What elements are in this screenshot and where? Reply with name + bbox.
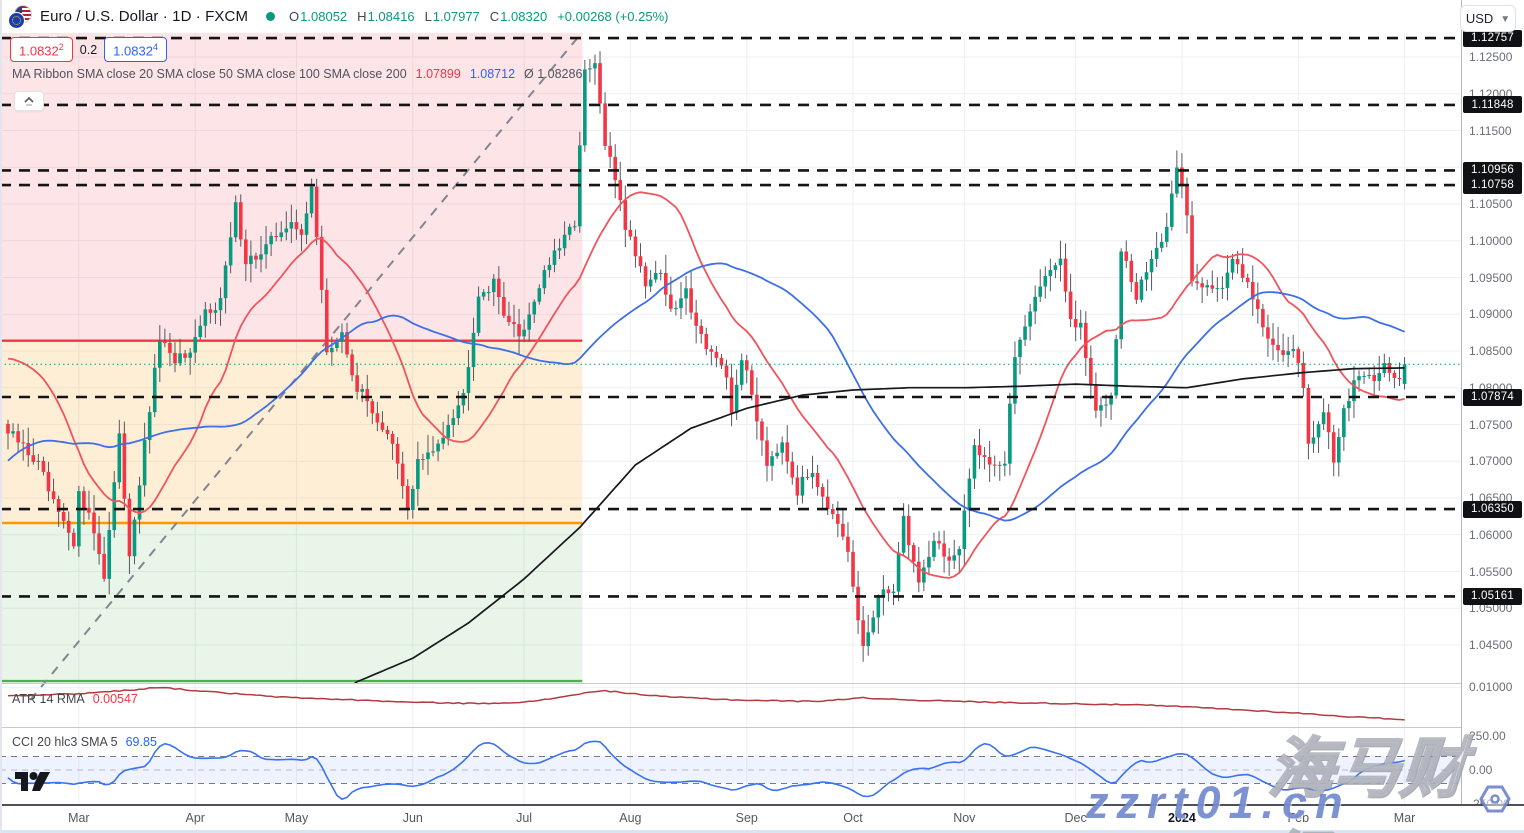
price-level-tag: 1.12757: [1463, 29, 1522, 47]
collapse-legend-button[interactable]: [14, 91, 44, 111]
blue-price-label: 1.08324: [104, 37, 167, 63]
price-tick-label: 1.10000: [1469, 233, 1513, 248]
close-value: 1.08320: [500, 9, 548, 24]
pane-separator-cci[interactable]: [0, 727, 1461, 728]
ma-ribbon-value2: 1.08712: [469, 67, 516, 81]
month-label: Jul: [516, 811, 533, 825]
symbol-title[interactable]: Euro / U.S. Dollar · 1D · FXCM: [40, 8, 249, 25]
month-label: Mar: [1393, 811, 1416, 825]
time-axis[interactable]: Mar Apr May Jun Jul Aug Sep Oct Nov Dec 2024 Feb Mar: [0, 805, 1524, 830]
ma-ribbon-average: Ø 1.08286: [524, 67, 583, 81]
range-label: 0.2: [79, 42, 98, 57]
price-level-tag: 1.11848: [1463, 96, 1522, 114]
open-value: 1.08052: [300, 9, 348, 24]
sma200-line[interactable]: [286, 367, 1405, 733]
eurusd-pair-icon[interactable]: [8, 4, 32, 29]
month-label: Nov: [953, 811, 976, 825]
cci-pane: [0, 740, 1461, 801]
price-tick-label: 1.04500: [1469, 638, 1513, 652]
price-level-tag: 1.10758: [1463, 176, 1522, 194]
chart-header: Euro / U.S. Dollar · 1D · FXCM O1.08052 …: [0, 0, 1461, 33]
candlestick-series: [6, 51, 1407, 662]
month-label: Aug: [619, 811, 642, 825]
atr-title: ATR 14 RMA: [12, 692, 85, 706]
cci-title: CCI 20 hlc3 SMA 5: [12, 735, 118, 749]
ma-ribbon-title: MA Ribbon SMA close 20 SMA close 50 SMA …: [12, 67, 407, 81]
atr-value: 0.00547: [92, 692, 138, 706]
chart-canvas[interactable]: [0, 0, 1461, 806]
price-level-tag: 1.10956: [1463, 161, 1522, 179]
market-status-dot[interactable]: [266, 12, 276, 21]
ma-ribbon-legend[interactable]: MA Ribbon SMA close 20 SMA close 50 SMA …: [12, 67, 582, 81]
change-value: +0.00268 (+0.25%): [557, 9, 669, 24]
cci-tick-label: 0.00: [1469, 763, 1493, 777]
ohlc-values: O1.08052 H1.08416 L1.07977 C1.08320 +0.0…: [289, 9, 669, 24]
price-tick-label: 1.07000: [1469, 454, 1513, 469]
cci-tick-label: 250.00: [1469, 729, 1506, 744]
currency-selector[interactable]: USD ▼: [1460, 5, 1516, 32]
price-tick-label: 1.09000: [1469, 307, 1513, 322]
bottom-edge-strip: [0, 830, 1524, 833]
tradingview-logo[interactable]: [14, 768, 52, 794]
price-tick-label: 1.10500: [1469, 197, 1513, 211]
atr-tick-label: 0.01000: [1469, 680, 1513, 695]
price-tick-label: 1.07500: [1469, 417, 1513, 432]
month-label: 2024: [1168, 811, 1196, 825]
grid: [0, 33, 1461, 805]
ma-ribbon-value1: 1.07899: [415, 67, 461, 81]
atr-legend[interactable]: ATR 14 RMA 0.00547: [12, 692, 138, 706]
left-edge-strip: [0, 0, 2, 833]
price-tick-label: 1.05500: [1469, 564, 1513, 579]
month-label: Oct: [843, 811, 863, 825]
price-tick-label: 1.09500: [1469, 270, 1513, 285]
red-price-label: 1.08322: [10, 37, 73, 63]
chevron-down-icon: ▼: [1500, 14, 1511, 25]
price-level-tag: 1.05161: [1463, 587, 1522, 605]
month-label: Feb: [1287, 811, 1310, 825]
month-label: Dec: [1064, 811, 1087, 825]
atr-series: [7, 686, 1405, 721]
sma20-line[interactable]: [7, 191, 1405, 579]
drawing-price-labels: 1.08322 0.2 1.08324: [10, 37, 167, 63]
month-label: Jun: [402, 811, 423, 825]
pane-separator-atr[interactable]: [0, 683, 1461, 684]
eu-flag-icon: [8, 11, 25, 29]
sma50-line[interactable]: [7, 262, 1405, 522]
cci-value: 69.85: [125, 735, 157, 749]
trendline[interactable]: [29, 35, 581, 701]
price-tick-label: 1.11500: [1469, 123, 1512, 138]
low-value: 1.07977: [432, 9, 480, 24]
chevron-up-icon: [24, 96, 34, 106]
price-level-tag: 1.06350: [1463, 500, 1522, 518]
cci-legend[interactable]: CCI 20 hlc3 SMA 5 69.85: [12, 735, 157, 749]
month-label: May: [284, 811, 309, 825]
currency-label: USD: [1465, 11, 1494, 26]
month-label: Sep: [735, 811, 758, 825]
month-label: Apr: [185, 811, 205, 825]
key-level-lines[interactable]: [0, 36, 1461, 598]
price-tick-label: 1.08500: [1469, 344, 1513, 358]
support-resistance-zones: [0, 33, 583, 683]
time-axis-separator: [0, 804, 1524, 806]
price-tick-label: 1.06000: [1469, 527, 1513, 542]
price-level-tag: 1.07874: [1463, 388, 1522, 406]
price-tick-label: 1.12500: [1469, 50, 1513, 64]
price-axis[interactable]: 1.12500 1.12000 1.11500 1.10500 1.10000 1.095…: [1461, 0, 1524, 833]
high-value: 1.08416: [367, 9, 415, 24]
month-label: Mar: [68, 811, 90, 825]
